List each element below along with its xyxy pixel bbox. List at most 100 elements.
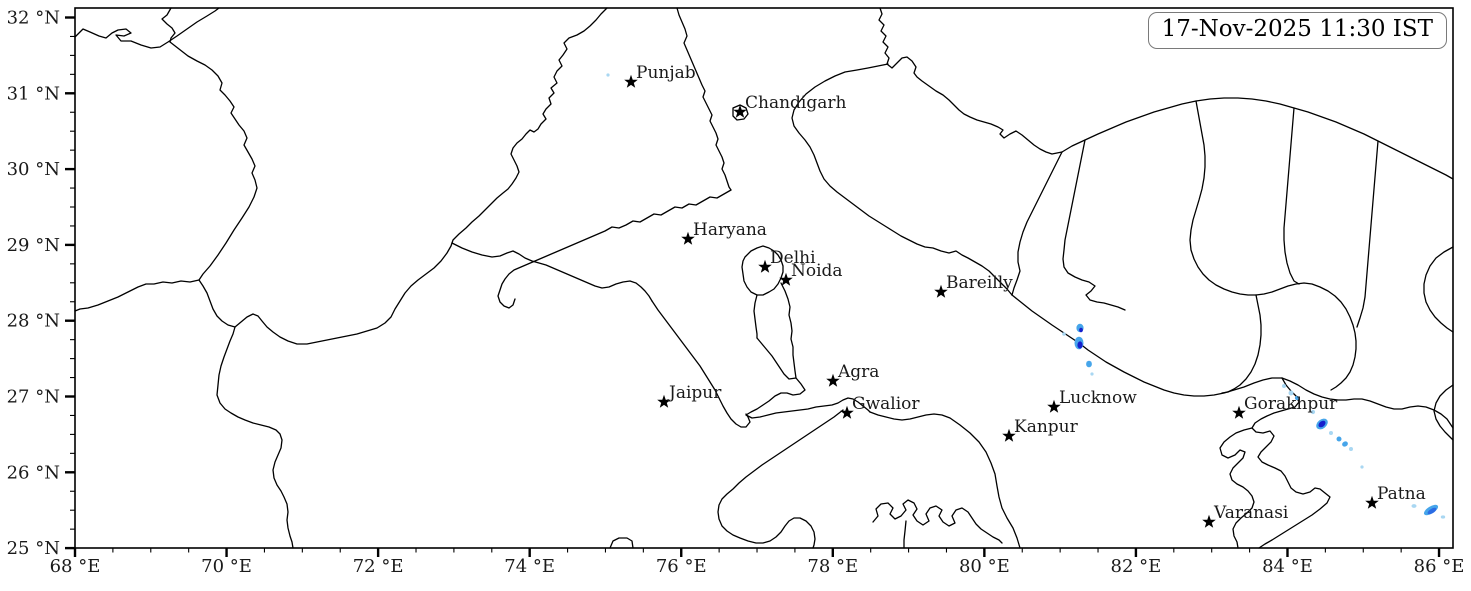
- boundary-delhi-outline: [741, 245, 784, 296]
- city-label-bareilly: Bareilly: [946, 273, 1013, 293]
- city-label-varanasi: Varanasi: [1213, 503, 1289, 523]
- boundary-jk-top-spur: [161, 7, 176, 43]
- boundary-punjab-west: [451, 7, 608, 244]
- city-star-gwalior: [840, 405, 854, 419]
- city-label-agra: Agra: [837, 362, 879, 382]
- x-tick-label: 72 °E: [353, 556, 404, 577]
- boundary-nepal-west-b: [1062, 139, 1126, 311]
- boundary-chandigarh-blob: [732, 104, 749, 121]
- city-star-varanasi: [1202, 514, 1216, 528]
- radar-echo-medium: [1086, 360, 1092, 368]
- city-label-patna: Patna: [1377, 484, 1426, 504]
- x-tick-label: 84 °E: [1262, 556, 1313, 577]
- boundary-bundelkhand-spur: [903, 520, 907, 549]
- radar-echo-light: [1411, 504, 1417, 508]
- city-star-chandigarh: [733, 104, 747, 118]
- radar-echo-light: [606, 73, 610, 77]
- city-star-patna: [1365, 495, 1379, 509]
- radar-echo-medium: [1294, 395, 1300, 401]
- y-tick-label: 29 °N: [7, 235, 60, 256]
- boundary-up-mp-east: [869, 411, 1021, 549]
- radar-echo-medium: [1342, 441, 1348, 447]
- x-tick-label: 82 °E: [1111, 556, 1162, 577]
- y-tick-label: 27 °N: [7, 387, 60, 408]
- city-label-kanpur: Kanpur: [1014, 417, 1079, 437]
- boundary-delhi-up-right: [780, 282, 797, 379]
- boundary-nepal-cell-5: [1356, 140, 1379, 328]
- y-tick-label: 32 °N: [7, 8, 60, 29]
- radar-echo-patna_core: [1427, 507, 1437, 515]
- radar-echo-dark: [1079, 327, 1083, 333]
- boundary-haryana-raj: [651, 300, 751, 428]
- x-tick-label: 80 °E: [959, 556, 1010, 577]
- x-tick-label: 78 °E: [807, 556, 858, 577]
- boundary-nepal-cell-1: [1189, 100, 1257, 296]
- boundary-pak-border-south: [198, 279, 294, 549]
- boundary-raj-mp-diagonal: [717, 409, 844, 549]
- radar-echo-light: [1090, 372, 1094, 376]
- city-star-bareilly: [934, 284, 948, 298]
- boundary-bihar-north: [1281, 377, 1454, 429]
- city-star-lucknow: [1047, 399, 1061, 413]
- boundary-right-frame-bit: [1433, 384, 1454, 441]
- city-label-noida: Noida: [791, 261, 843, 281]
- radar-echo-dark: [1318, 420, 1326, 428]
- radar-echo-light: [1282, 384, 1286, 388]
- boundary-right-edge-cell: [1423, 246, 1454, 333]
- city-label-delhi: Delhi: [770, 248, 816, 268]
- boundary-raj-punjab-link: [234, 242, 453, 345]
- radar-echo-light: [1360, 465, 1364, 469]
- boundary-punjab-south: [451, 242, 653, 302]
- x-tick-label: 70 °E: [201, 556, 252, 577]
- city-star-kanpur: [1002, 428, 1016, 442]
- y-tick-label: 28 °N: [7, 311, 60, 332]
- x-tick-label: 86 °E: [1414, 556, 1465, 577]
- y-tick-label: 26 °N: [7, 462, 60, 483]
- boundary-nepal-south: [1011, 294, 1283, 397]
- boundary-jk-west-wiggle: [74, 7, 220, 49]
- city-label-lucknow: Lucknow: [1059, 388, 1137, 408]
- boundary-nepal-cell-2: [1255, 282, 1357, 391]
- boundary-nepal-cell-3: [1221, 294, 1262, 394]
- city-label-gwalior: Gwalior: [852, 394, 920, 414]
- boundary-himalaya-ne-sweep: [1061, 97, 1454, 180]
- boundary-pak-border-west: [74, 279, 200, 312]
- boundary-agra-beak: [745, 337, 871, 419]
- city-star-noida: [779, 272, 793, 286]
- city-label-gorakhpur: Gorakhpur: [1244, 394, 1338, 414]
- radar-echo-light: [1062, 332, 1066, 336]
- timestamp-badge: 17-Nov-2025 11:30 IST: [1147, 12, 1447, 49]
- y-tick-label: 25 °N: [7, 538, 60, 559]
- city-label-jaipur: Jaipur: [667, 383, 722, 403]
- y-tick-label: 31 °N: [7, 83, 60, 104]
- boundary-punjab-east: [676, 7, 732, 191]
- boundary-jk-pak-border: [169, 41, 258, 281]
- radar-echo-medium: [1336, 436, 1342, 442]
- x-tick-label: 74 °E: [504, 556, 555, 577]
- city-star-delhi: [758, 259, 772, 273]
- x-tick-label: 68 °E: [50, 556, 101, 577]
- radar-echo-light: [1440, 515, 1446, 519]
- boundary-nepal-cell-4: [1283, 107, 1300, 285]
- city-star-punjab: [624, 74, 638, 88]
- y-tick-label: 30 °N: [7, 159, 60, 180]
- boundary-himachal-loop: [791, 63, 1013, 296]
- x-tick-label: 76 °E: [656, 556, 707, 577]
- radar-echo-dark: [1077, 341, 1083, 349]
- city-star-jaipur: [657, 394, 671, 408]
- radar-echo-light: [1349, 447, 1353, 451]
- radar-echo-light: [1310, 409, 1316, 415]
- boundary-delhi-up-left: [753, 294, 758, 339]
- boundary-himalaya-crest: [878, 7, 1063, 155]
- city-star-gorakhpur: [1232, 405, 1246, 419]
- city-label-haryana: Haryana: [693, 220, 767, 240]
- city-label-punjab: Punjab: [636, 63, 696, 83]
- boundary-bundelkhand-meander: [872, 499, 1003, 544]
- boundary-punjab-haryana: [497, 189, 732, 309]
- boundary-up-bihar-tangle: [1251, 377, 1331, 549]
- map-frame: [74, 7, 1454, 549]
- boundary-bottom-bump: [609, 537, 634, 549]
- city-star-haryana: [681, 231, 695, 245]
- radar-echo-light: [1288, 390, 1294, 396]
